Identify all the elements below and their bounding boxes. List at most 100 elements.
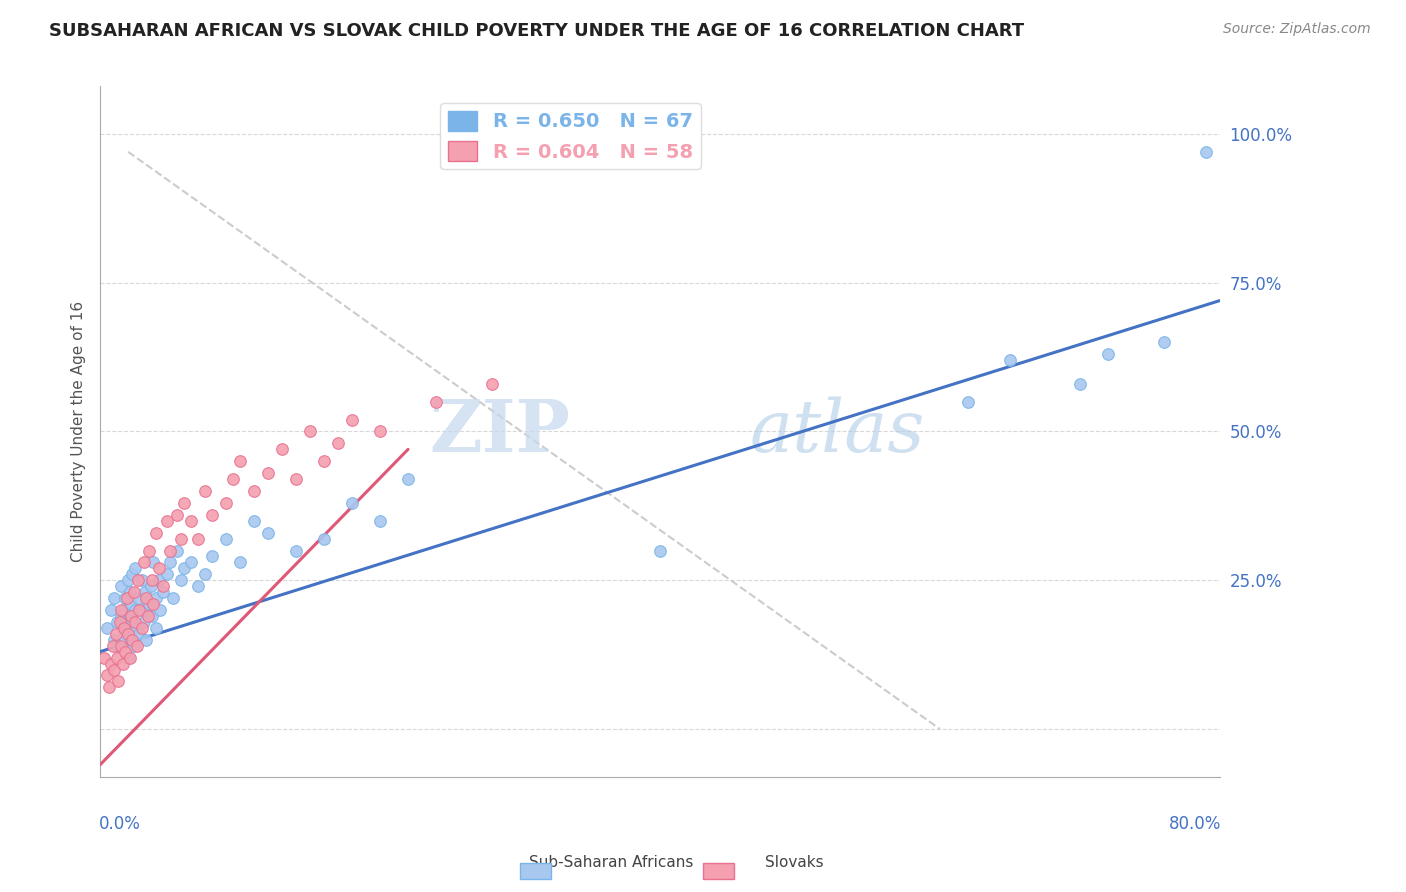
Point [121, 615, 143, 629]
Point [166, 543, 188, 558]
Point [122, 639, 145, 653]
Point [101, 639, 124, 653]
Point [110, 603, 132, 617]
Point [138, 597, 160, 611]
Point [125, 639, 148, 653]
Text: SUBSAHARAN AFRICAN VS SLOVAK CHILD POVERTY UNDER THE AGE OF 16 CORRELATION CHART: SUBSAHARAN AFRICAN VS SLOVAK CHILD POVER… [49, 22, 1025, 40]
Point [222, 472, 245, 486]
Point [257, 525, 280, 540]
Point [170, 574, 193, 588]
Point [152, 579, 174, 593]
Point [112, 621, 135, 635]
Point [103, 663, 125, 677]
Point [159, 543, 181, 558]
Point [118, 650, 141, 665]
Text: 0.0%: 0.0% [98, 814, 141, 832]
Point [326, 436, 349, 450]
Point [115, 591, 138, 606]
Point [1097, 347, 1119, 361]
Point [187, 532, 209, 546]
Point [425, 394, 447, 409]
Point [142, 555, 165, 569]
Point [648, 543, 671, 558]
Point [117, 650, 139, 665]
Point [229, 454, 252, 468]
Point [96, 668, 118, 682]
Point [1069, 376, 1091, 391]
Point [114, 591, 136, 606]
Point [104, 627, 127, 641]
Point [111, 621, 134, 635]
Point [1153, 335, 1175, 350]
Point [136, 609, 159, 624]
Point [138, 543, 160, 558]
Point [110, 639, 132, 653]
Point [285, 472, 308, 486]
Point [93, 650, 115, 665]
Point [180, 555, 202, 569]
Point [340, 412, 363, 426]
Text: Source: ZipAtlas.com: Source: ZipAtlas.com [1223, 22, 1371, 37]
Point [145, 591, 167, 606]
Point [312, 454, 335, 468]
Point [110, 579, 132, 593]
Point [131, 603, 153, 617]
Point [285, 543, 308, 558]
Text: atlas: atlas [749, 396, 925, 467]
Point [128, 627, 150, 641]
Point [156, 514, 179, 528]
Point [120, 609, 142, 624]
Point [110, 609, 132, 624]
Point [148, 561, 170, 575]
Point [105, 615, 128, 629]
Point [103, 632, 125, 647]
Point [125, 621, 148, 635]
Point [194, 567, 217, 582]
Text: Sub-Saharan Africans: Sub-Saharan Africans [530, 855, 693, 870]
Point [141, 609, 163, 624]
Point [481, 376, 503, 391]
Point [103, 591, 125, 606]
Text: 80.0%: 80.0% [1168, 814, 1220, 832]
Point [180, 514, 202, 528]
Point [118, 585, 141, 599]
Point [115, 615, 138, 629]
Point [243, 483, 266, 498]
Point [105, 650, 128, 665]
Point [122, 585, 145, 599]
Point [145, 525, 167, 540]
Point [215, 532, 238, 546]
Point [127, 591, 149, 606]
Point [100, 603, 122, 617]
Point [201, 508, 224, 522]
Point [124, 615, 146, 629]
Point [117, 574, 139, 588]
Point [132, 555, 155, 569]
Point [108, 615, 131, 629]
Point [135, 632, 157, 647]
Point [100, 657, 122, 671]
Point [299, 425, 322, 439]
Point [132, 615, 155, 629]
Point [134, 585, 156, 599]
Point [148, 574, 170, 588]
Point [131, 621, 153, 635]
Text: ZIP: ZIP [430, 396, 571, 467]
Point [187, 579, 209, 593]
Point [170, 532, 193, 546]
Point [173, 496, 195, 510]
Point [118, 609, 141, 624]
Legend: R = 0.650   N = 67, R = 0.604   N = 58: R = 0.650 N = 67, R = 0.604 N = 58 [440, 103, 700, 169]
Point [141, 574, 163, 588]
Point [135, 591, 157, 606]
Point [194, 483, 217, 498]
Point [131, 574, 153, 588]
Point [127, 574, 149, 588]
Point [96, 621, 118, 635]
Point [142, 597, 165, 611]
Point [998, 353, 1021, 368]
Point [114, 645, 136, 659]
Point [114, 627, 136, 641]
Point [201, 549, 224, 564]
Point [243, 514, 266, 528]
